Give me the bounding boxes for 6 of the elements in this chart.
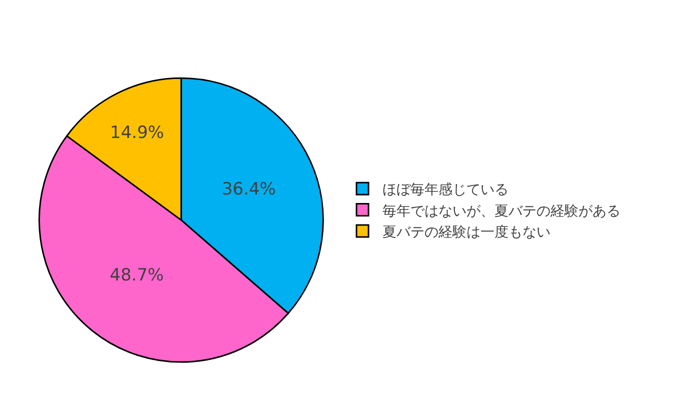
legend-label: 夏バテの経験は一度もない [382, 224, 550, 240]
data-label: 36.4% [222, 179, 276, 200]
legend-label: 毎年ではないが、夏バテの経験がある [382, 203, 620, 220]
data-label: 14.9% [110, 122, 164, 143]
data-label: 48.7% [110, 266, 164, 286]
legend-label: ほぼ毎年感じている [382, 182, 508, 198]
